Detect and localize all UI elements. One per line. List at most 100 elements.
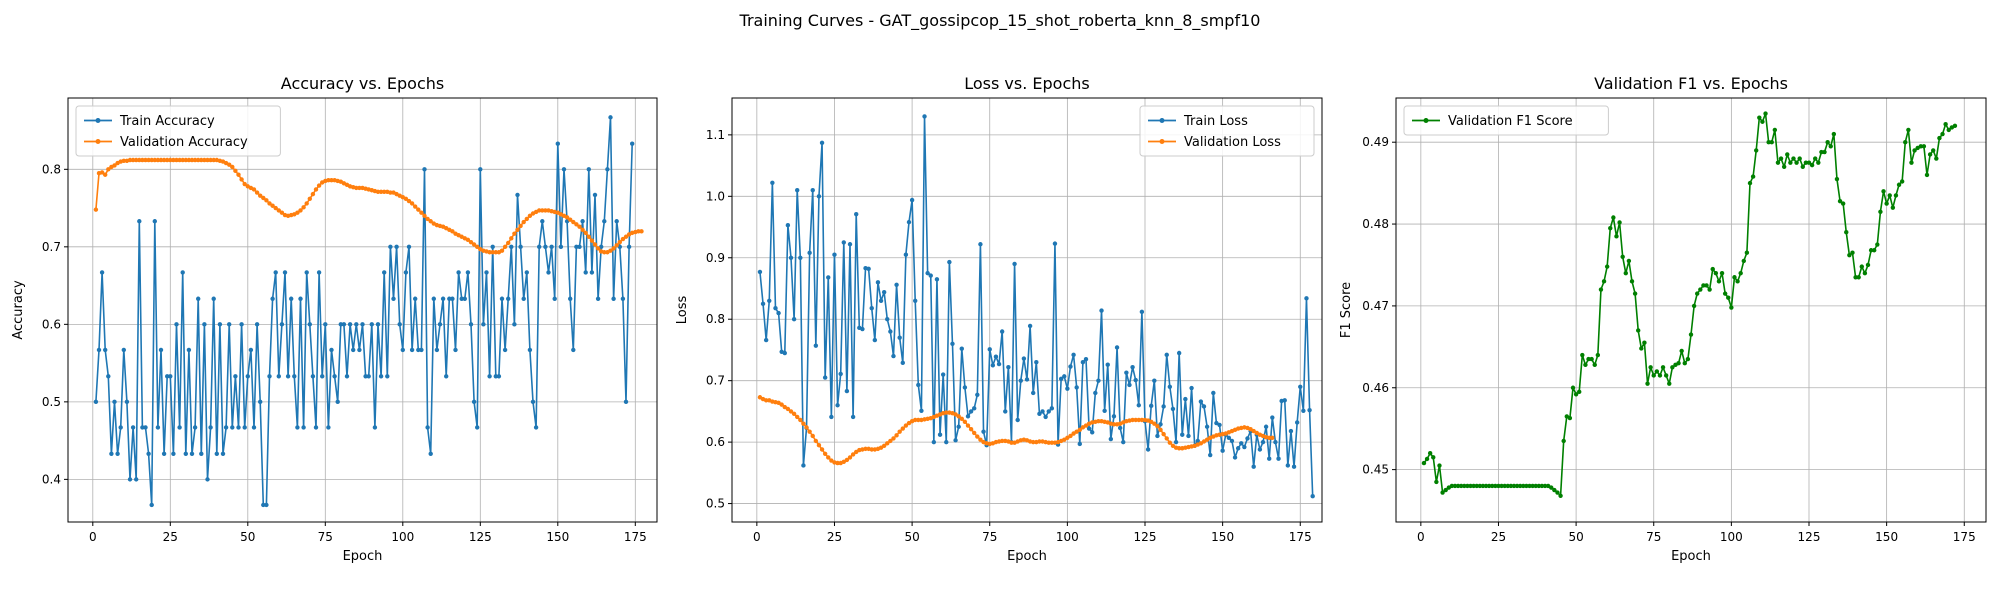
panel-loss-point [1161, 431, 1166, 437]
panel-loss-point [1189, 385, 1194, 391]
panel-loss-point [1226, 435, 1232, 441]
panel-accuracy-point [124, 399, 130, 405]
panel-accuracy-point [112, 163, 117, 168]
panel-accuracy-point [577, 224, 582, 229]
panel-accuracy-point [518, 223, 523, 229]
panel-f1-point [1651, 373, 1656, 378]
panel-loss-point [1167, 440, 1173, 445]
panel-accuracy-point [568, 296, 573, 301]
panel-f1-point [1527, 483, 1532, 489]
panel-accuracy-legend-label: Validation Accuracy [120, 135, 248, 150]
panel-loss-point [909, 197, 915, 203]
panel-loss: 0 25 50 75 100 125 150 175 0.5 0.6 0.7 0.8 0.9 1.0 1.1… [675, 74, 1323, 564]
panel-accuracy-point [490, 250, 495, 255]
panel-accuracy-xtick-label: 25 [163, 530, 178, 544]
panel-loss-point [922, 114, 927, 119]
panel-loss-point [1015, 417, 1020, 423]
panel-accuracy-point [403, 196, 409, 201]
panel-f1-point [1701, 283, 1706, 288]
panel-loss-point [1024, 377, 1030, 382]
panel-f1-point [1940, 131, 1945, 137]
panel-accuracy-point [168, 374, 173, 379]
panel-accuracy-point [574, 222, 579, 227]
panel-f1-point [1691, 303, 1697, 309]
panel-loss-point [987, 347, 992, 352]
panel-accuracy-point [192, 157, 198, 163]
panel-accuracy-point [295, 210, 300, 215]
panel-f1-point [1614, 234, 1619, 239]
panel-accuracy-legend-swatch-marker [95, 139, 101, 144]
panel-accuracy-point [537, 208, 542, 213]
panel-loss-point [1080, 360, 1086, 365]
panel-accuracy-point [459, 296, 464, 301]
panel-f1-point [1555, 490, 1560, 495]
panel-loss-point [1155, 423, 1160, 429]
panel-f1-point [1552, 487, 1557, 493]
panel-loss-point [779, 402, 784, 407]
panel-f1-point [1719, 270, 1725, 276]
panel-f1-point [1828, 144, 1833, 149]
panel-f1-point [1474, 483, 1479, 489]
panel-accuracy-point [369, 322, 374, 327]
panel-accuracy-point [189, 157, 195, 163]
panel-accuracy-point [639, 229, 644, 234]
panel-accuracy-point [623, 399, 629, 405]
panel-accuracy-point [580, 227, 585, 232]
panel-accuracy-point [605, 167, 610, 172]
panel-f1-point [1893, 193, 1899, 198]
panel-f1-point [1859, 264, 1864, 269]
panel-f1-point [1946, 127, 1951, 133]
panel-f1-point [1710, 266, 1715, 272]
panel-loss-point [807, 429, 812, 434]
panel-accuracy-point [301, 425, 306, 430]
panel-loss-point [1139, 417, 1145, 423]
panel-loss-point [1270, 415, 1275, 420]
panel-accuracy-point [425, 425, 430, 430]
panel-accuracy-legend-swatch-marker [95, 118, 101, 123]
panel-accuracy-point [428, 219, 433, 224]
panel-f1-point [1754, 148, 1759, 153]
panel-loss-point [1267, 435, 1272, 441]
panel-accuracy-point [378, 189, 384, 194]
panel-loss-point [1145, 447, 1151, 452]
panel-f1-point [1604, 264, 1610, 269]
panel-accuracy-point [146, 451, 151, 456]
panel-accuracy-point [431, 296, 436, 301]
panel-f1-point [1918, 144, 1923, 149]
panel-f1-point [1878, 209, 1883, 214]
panel-f1-ylabel: F1 Score [1339, 282, 1354, 338]
panel-f1-point [1434, 479, 1439, 485]
panel-accuracy-ytick-label: 0.4 [42, 472, 61, 486]
panel-loss-xtick-label: 100 [1056, 530, 1079, 544]
panel-loss-point [1232, 455, 1238, 460]
panel-accuracy-point [608, 115, 613, 120]
panel-accuracy-point [462, 296, 467, 301]
panel-accuracy-point [354, 322, 359, 327]
panel-loss-point [1183, 396, 1188, 402]
panel-f1-point [1853, 275, 1858, 280]
panel-loss-point [1009, 440, 1014, 445]
panel-loss-legend-label: Validation Loss [1184, 135, 1281, 150]
panel-accuracy-point [530, 399, 536, 405]
panel-f1-point [1726, 295, 1731, 300]
panel-loss-point [850, 452, 856, 457]
panel-f1-point [1896, 182, 1902, 187]
panel-f1-xtick-label: 75 [1646, 530, 1661, 544]
panel-accuracy-point [614, 243, 619, 248]
panel-loss-point [854, 211, 859, 217]
panel-accuracy-point [109, 451, 114, 456]
panel-loss-legend-label: Train Loss [1183, 114, 1248, 129]
panel-accuracy-ytick-label: 0.5 [42, 395, 61, 409]
panel-f1-legend: Validation F1 Score [1403, 105, 1609, 136]
panel-loss-ytick-label: 0.7 [706, 374, 725, 388]
panel-accuracy-point [137, 219, 142, 224]
panel-accuracy-point [282, 270, 288, 275]
panel-accuracy-point [437, 322, 443, 327]
panel-loss-point [1195, 438, 1200, 444]
panel-loss-point [1099, 308, 1104, 313]
panel-f1-point [1856, 275, 1861, 280]
panel-accuracy-point [338, 322, 343, 327]
panel-accuracy-point [611, 296, 616, 301]
panel-loss-point [1152, 378, 1157, 383]
panel-accuracy-point [140, 157, 145, 163]
